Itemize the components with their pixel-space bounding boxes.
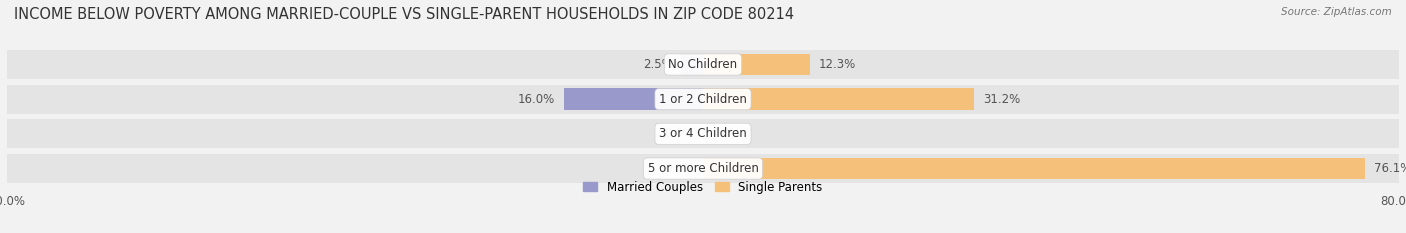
Bar: [7, 85, 1399, 114]
Text: 0.0%: 0.0%: [665, 162, 695, 175]
Text: 12.3%: 12.3%: [818, 58, 856, 71]
Text: INCOME BELOW POVERTY AMONG MARRIED-COUPLE VS SINGLE-PARENT HOUSEHOLDS IN ZIP COD: INCOME BELOW POVERTY AMONG MARRIED-COUPL…: [14, 7, 794, 22]
Text: 0.0%: 0.0%: [711, 127, 741, 140]
Text: Source: ZipAtlas.com: Source: ZipAtlas.com: [1281, 7, 1392, 17]
Text: 3 or 4 Children: 3 or 4 Children: [659, 127, 747, 140]
Text: 0.0%: 0.0%: [665, 127, 695, 140]
Text: 1 or 2 Children: 1 or 2 Children: [659, 93, 747, 106]
Legend: Married Couples, Single Parents: Married Couples, Single Parents: [579, 177, 827, 197]
Bar: [7, 154, 1399, 183]
Bar: [703, 54, 810, 75]
Bar: [7, 119, 1399, 148]
Bar: [7, 50, 1399, 79]
Text: No Children: No Children: [668, 58, 738, 71]
Text: 2.5%: 2.5%: [643, 58, 672, 71]
Text: 5 or more Children: 5 or more Children: [648, 162, 758, 175]
Text: 76.1%: 76.1%: [1374, 162, 1406, 175]
Bar: [682, 54, 703, 75]
Bar: [703, 158, 1365, 179]
Text: 16.0%: 16.0%: [517, 93, 555, 106]
Bar: [703, 88, 974, 110]
Text: 31.2%: 31.2%: [983, 93, 1021, 106]
Bar: [564, 88, 703, 110]
